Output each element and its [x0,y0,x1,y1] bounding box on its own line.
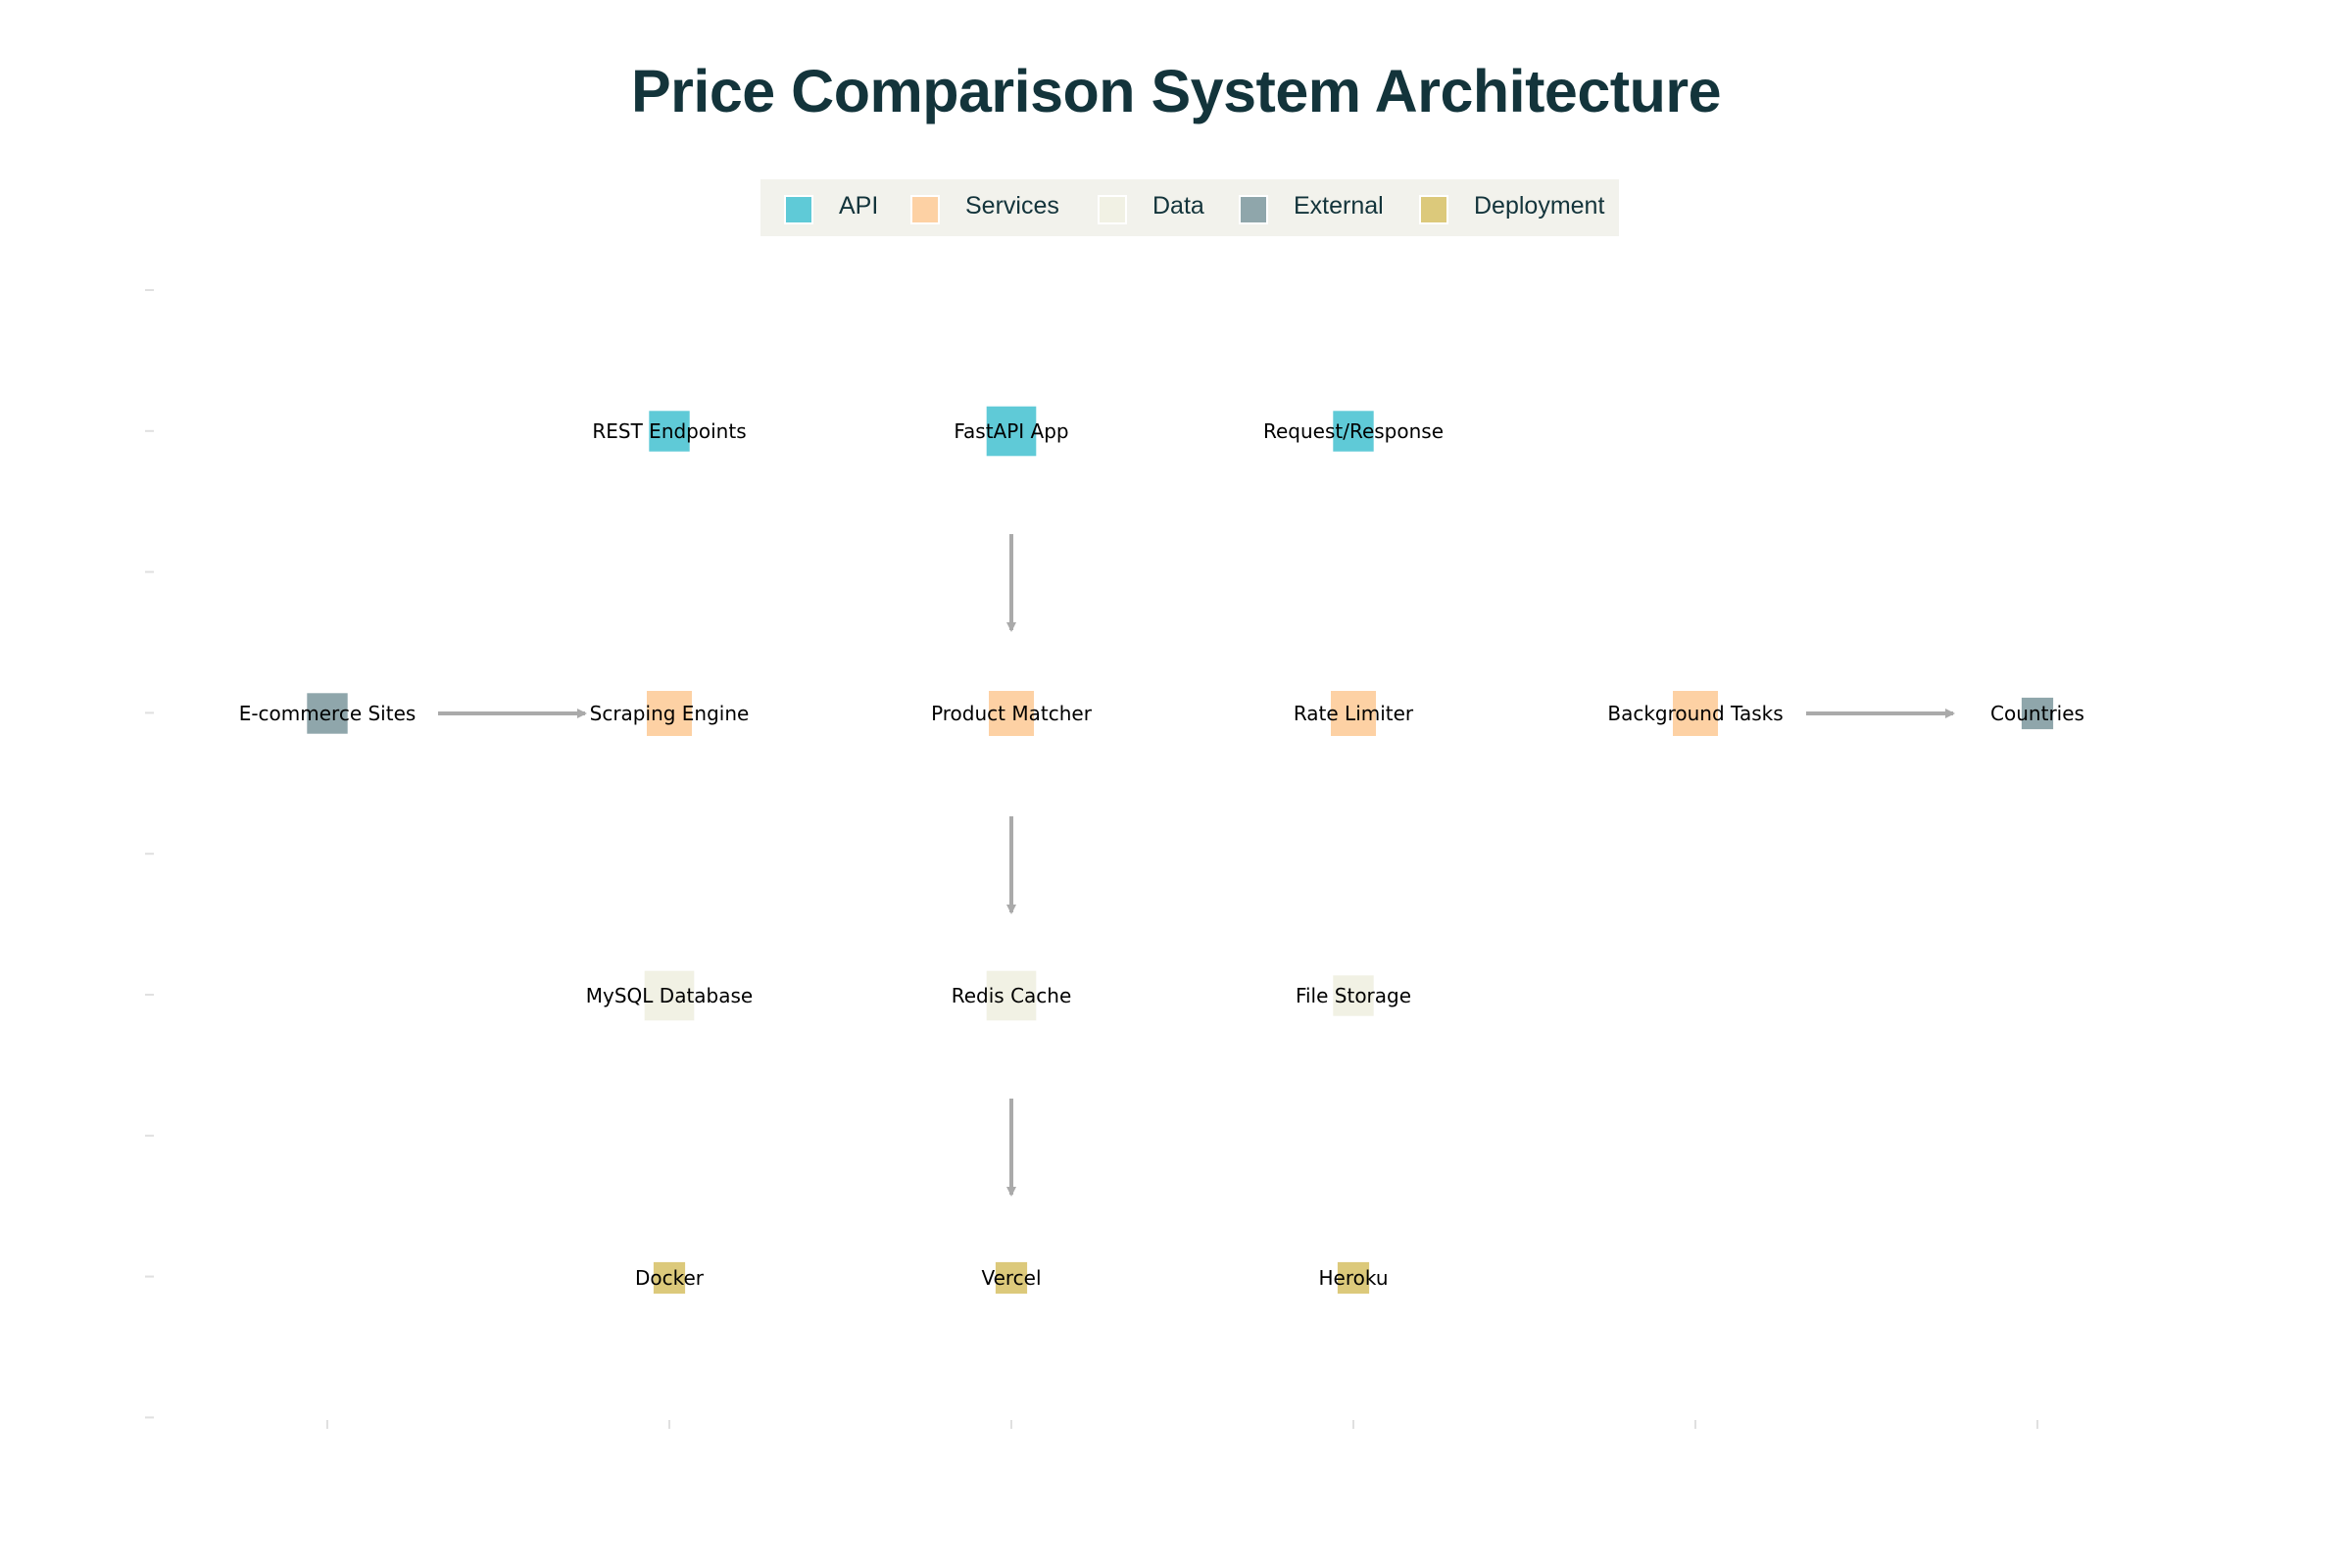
node-label: Scraping Engine [590,702,750,725]
node-label: Background Tasks [1607,702,1783,725]
nodes: REST Endpoints FastAPI App Request/Respons… [239,406,2084,1295]
legend-swatch-data [1098,195,1127,224]
node-label: File Storage [1296,984,1411,1007]
node-marker [986,406,1037,457]
node-marker [1333,411,1374,452]
legend-swatch-api [784,195,813,224]
node-marker [995,1261,1028,1295]
node-marker [1333,975,1374,1016]
node-rate-limiter: Rate Limiter [1294,691,1414,736]
node-vercel: Vercel [981,1261,1042,1295]
node-label: Rate Limiter [1294,702,1414,725]
node-marker [986,970,1037,1021]
node-marker [2021,697,2054,730]
diagram-title: Price Comparison System Architecture [630,58,1722,124]
node-label: E-commerce Sites [239,702,416,725]
node-label: Countries [1990,702,2084,725]
node-marker [1331,691,1376,736]
node-label: Redis Cache [952,984,1072,1007]
node-e-commerce-sites: E-commerce Sites [239,693,416,734]
node-marker [307,693,348,734]
node-fastapi-app: FastAPI App [954,406,1069,457]
edges [438,534,1955,1197]
node-docker: Docker [635,1261,705,1295]
node-label: Request/Response [1263,419,1444,443]
node-marker [647,691,692,736]
node-label: REST Endpoints [592,419,746,443]
legend-label-services: Services [965,192,1059,220]
node-marker [1673,691,1718,736]
legend-label-external: External [1294,192,1384,220]
legend-label-api: API [839,192,879,220]
node-countries: Countries [1990,697,2084,730]
node-request-response: Request/Response [1263,411,1444,452]
node-marker [644,970,695,1021]
node-label: Vercel [981,1266,1041,1290]
node-rest-endpoints: REST Endpoints [592,411,747,452]
node-marker [653,1261,686,1295]
node-scraping-engine: Scraping Engine [590,691,750,736]
legend-swatch-services [910,195,940,224]
axis-ticks [145,289,2038,1429]
node-heroku: Heroku [1318,1261,1389,1295]
legend-label-data: Data [1152,192,1204,220]
node-background-tasks: Background Tasks [1607,691,1784,736]
node-label: Heroku [1318,1266,1388,1290]
node-label: Product Matcher [931,702,1093,725]
node-label: Docker [635,1266,705,1290]
node-file-storage: File Storage [1296,975,1411,1016]
legend-label-deployment: Deployment [1474,192,1605,220]
node-mysql-database: MySQL Database [586,970,753,1021]
legend-swatch-external [1239,195,1268,224]
node-marker [649,411,690,452]
node-marker [989,691,1034,736]
legend-swatch-deployment [1419,195,1448,224]
node-redis-cache: Redis Cache [952,970,1072,1021]
node-label: FastAPI App [954,419,1068,443]
node-marker [1337,1261,1370,1295]
node-label: MySQL Database [586,984,753,1007]
legend: API Services Data External Deployment [760,179,1619,236]
node-product-matcher: Product Matcher [931,691,1093,736]
